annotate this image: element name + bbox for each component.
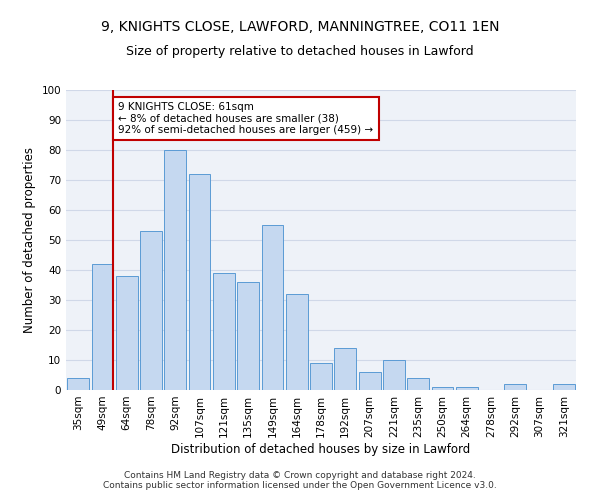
Bar: [456, 387, 478, 390]
Bar: [262, 225, 283, 390]
Bar: [286, 294, 308, 390]
Bar: [383, 360, 405, 390]
Text: Size of property relative to detached houses in Lawford: Size of property relative to detached ho…: [126, 45, 474, 58]
Bar: [140, 231, 162, 390]
Bar: [431, 387, 454, 390]
Bar: [91, 264, 113, 390]
Y-axis label: Number of detached properties: Number of detached properties: [23, 147, 36, 333]
Text: 9, KNIGHTS CLOSE, LAWFORD, MANNINGTREE, CO11 1EN: 9, KNIGHTS CLOSE, LAWFORD, MANNINGTREE, …: [101, 20, 499, 34]
X-axis label: Distribution of detached houses by size in Lawford: Distribution of detached houses by size …: [172, 442, 470, 456]
Bar: [67, 378, 89, 390]
Bar: [407, 378, 429, 390]
Bar: [310, 363, 332, 390]
Bar: [213, 273, 235, 390]
Bar: [188, 174, 211, 390]
Bar: [359, 372, 380, 390]
Bar: [553, 384, 575, 390]
Bar: [164, 150, 186, 390]
Bar: [505, 384, 526, 390]
Bar: [237, 282, 259, 390]
Text: Contains HM Land Registry data © Crown copyright and database right 2024.
Contai: Contains HM Land Registry data © Crown c…: [103, 470, 497, 490]
Text: 9 KNIGHTS CLOSE: 61sqm
← 8% of detached houses are smaller (38)
92% of semi-deta: 9 KNIGHTS CLOSE: 61sqm ← 8% of detached …: [118, 102, 373, 135]
Bar: [116, 276, 137, 390]
Bar: [334, 348, 356, 390]
